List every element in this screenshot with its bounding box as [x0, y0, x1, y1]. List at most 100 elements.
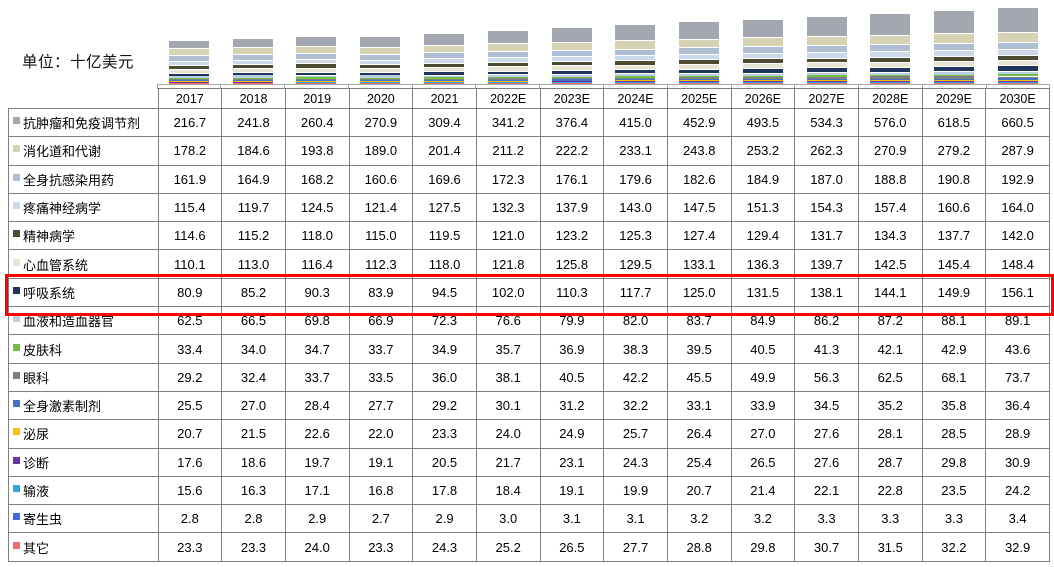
row-label-text: 呼吸系统: [23, 285, 76, 301]
table-cell: 117.7: [603, 277, 668, 308]
table-cell: 25.5: [157, 390, 223, 421]
row-label-text: 精神病学: [23, 229, 76, 245]
bar-segment: [742, 19, 783, 38]
table-cell: 25.2: [475, 532, 541, 562]
bar-segment: [487, 79, 528, 81]
table-cell: 72.3: [412, 306, 477, 336]
bar-segment: [168, 54, 209, 61]
row-label: 眼科: [8, 362, 159, 392]
bar-segment: [806, 82, 847, 84]
table-cell: 184.6: [221, 136, 286, 166]
table-cell: 86.2: [794, 306, 859, 336]
table-cell: 3.3: [857, 504, 923, 534]
bar-segment: [168, 81, 209, 83]
bar-segment: [296, 58, 337, 64]
table-cell: 222.2: [539, 136, 605, 166]
bar-segment: [870, 82, 911, 84]
table-cell: 131.7: [794, 221, 859, 251]
row-label-text: 心血管系统: [23, 257, 89, 273]
bar-segment: [551, 73, 592, 77]
category-color-swatch: [13, 145, 20, 153]
table-cell: 2.9: [284, 504, 350, 534]
table-cell: 83.9: [348, 277, 414, 308]
bar-segment: [360, 77, 401, 79]
table-cell: 21.4: [730, 475, 796, 506]
bar-segment: [360, 59, 401, 65]
table-cell: 23.3: [157, 532, 223, 562]
bar-slot: [922, 0, 987, 89]
category-color-swatch: [13, 286, 20, 294]
year-header: 2026E: [730, 88, 796, 109]
row-label: 疼痛神经病学: [8, 192, 159, 223]
bar-segment: [934, 55, 975, 61]
bar-segment: [742, 37, 783, 47]
table-cell: 125.8: [539, 249, 605, 279]
table-cell: 192.9: [985, 164, 1050, 194]
bar-segment: [679, 47, 720, 54]
unit-label: 单位：十亿美元: [22, 54, 135, 71]
bar-segment: [806, 35, 847, 46]
table-cell: 161.9: [157, 164, 223, 194]
bar-segment: [679, 76, 720, 78]
bar-segment: [296, 83, 337, 84]
bar-segment: [551, 76, 592, 78]
table-cell: 287.9: [985, 136, 1050, 166]
table-cell: 62.5: [857, 362, 923, 392]
table-cell: 29.8: [730, 532, 796, 562]
bar-segment: [551, 79, 592, 81]
bar-segment: [232, 83, 273, 84]
bar-segment: [360, 80, 401, 82]
bar-segment: [870, 56, 911, 62]
year-header: 2028E: [857, 88, 923, 109]
table-cell: 143.0: [603, 192, 668, 223]
table-cell: 27.7: [603, 532, 668, 562]
bar-segment: [742, 81, 783, 83]
bar-segment: [870, 34, 911, 45]
bar-segment: [742, 58, 783, 64]
bar-segment: [232, 64, 273, 69]
table-cell: 118.0: [284, 221, 350, 251]
bar-segment: [168, 75, 209, 79]
bar-segment: [424, 81, 465, 83]
table-cell: 188.8: [857, 164, 923, 194]
bar-segment: [742, 78, 783, 81]
table-cell: 121.0: [475, 221, 541, 251]
table-cell: 3.2: [666, 504, 732, 534]
bar-segment: [487, 61, 528, 67]
table-cell: 241.8: [221, 107, 286, 138]
table-cell: 31.5: [857, 532, 923, 562]
stacked-bar: [934, 11, 975, 84]
table-cell: 32.2: [921, 532, 987, 562]
year-header: 2023E: [539, 88, 605, 109]
table-cell: 16.8: [348, 475, 414, 506]
bar-segment: [934, 33, 975, 44]
row-label: 寄生虫: [8, 504, 159, 534]
table-cell: 113.0: [221, 249, 286, 279]
table-cell: 22.8: [857, 475, 923, 506]
table-cell: 3.3: [921, 504, 987, 534]
table-cell: 39.5: [666, 334, 732, 364]
bar-segment: [551, 69, 592, 74]
bar-segment: [870, 66, 911, 72]
bar-segment: [424, 79, 465, 81]
bar-segment: [998, 75, 1039, 79]
table-cell: 216.7: [157, 107, 223, 138]
stacked-bar: [615, 25, 656, 84]
table-cell: 35.8: [921, 390, 987, 421]
table-cell: 20.7: [666, 475, 732, 506]
table-cell: 22.6: [284, 419, 350, 449]
category-color-swatch: [13, 541, 20, 549]
row-label-text: 诊断: [23, 455, 50, 471]
table-cell: 121.8: [475, 249, 541, 279]
table-cell: 19.9: [603, 475, 668, 506]
bar-segment: [487, 57, 528, 62]
table-cell: 193.8: [284, 136, 350, 166]
table-cell: 172.3: [475, 164, 541, 194]
bar-segment: [934, 82, 975, 84]
table-cell: 32.4: [221, 362, 286, 392]
table-cell: 24.0: [284, 532, 350, 562]
bar-segment: [487, 83, 528, 84]
bar-segment: [806, 81, 847, 83]
table-cell: 142.5: [857, 249, 923, 279]
bar-segment: [679, 81, 720, 83]
